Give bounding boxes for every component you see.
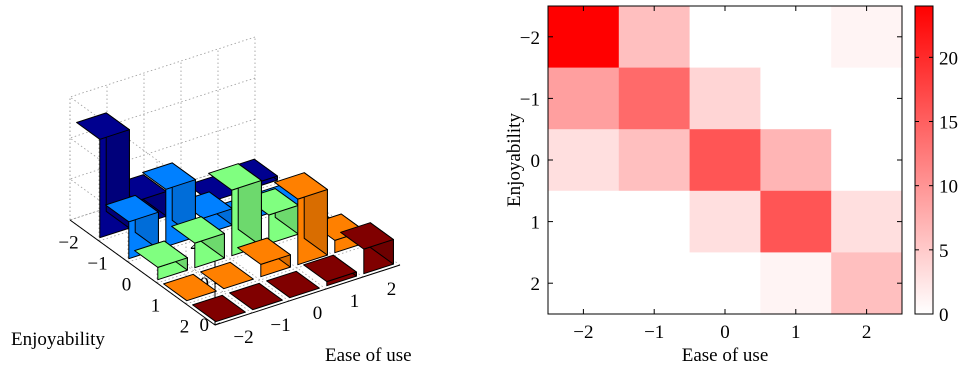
bar bbox=[76, 112, 130, 239]
heatmap-cell bbox=[689, 129, 761, 192]
bar bbox=[229, 282, 283, 311]
y-tick-label: −1 bbox=[520, 89, 540, 110]
heatmap-cell bbox=[760, 6, 832, 69]
heatmap-cell bbox=[618, 129, 691, 192]
heatmap-cell bbox=[548, 6, 620, 69]
bar-face-top bbox=[266, 270, 320, 299]
wall-gridline bbox=[69, 118, 256, 285]
heatmap-cell bbox=[618, 252, 691, 315]
x-tick-label: −1 bbox=[270, 315, 290, 336]
bar bbox=[200, 261, 254, 290]
y-tick-label: 0 bbox=[531, 151, 541, 172]
heatmap-cell bbox=[548, 190, 620, 253]
x-tick-label: 1 bbox=[350, 291, 360, 312]
colorbar-tick-label: 20 bbox=[939, 48, 958, 69]
bar bbox=[163, 273, 217, 302]
x-tick-label: 2 bbox=[862, 322, 872, 343]
bar bbox=[134, 240, 188, 281]
x-axis-label: Ease of use bbox=[682, 345, 769, 366]
bar-face-top bbox=[340, 222, 394, 250]
bar bbox=[208, 163, 262, 257]
bar-face-top bbox=[142, 162, 196, 190]
bar bbox=[274, 172, 328, 266]
heatmap-chart: −2 −1 0 1 2 −2 −1 0 1 2 Ease of use Enjoyability 0 5 1… bbox=[504, 5, 958, 366]
y-tick-label: 1 bbox=[531, 213, 541, 234]
z-tick-label: 0 bbox=[200, 315, 210, 336]
colorbar-tick-label: 5 bbox=[939, 241, 949, 262]
bar-face-top bbox=[237, 237, 291, 265]
bar-face-top bbox=[134, 240, 188, 268]
x-tick-label: 1 bbox=[791, 322, 801, 343]
bar-face-top bbox=[274, 172, 328, 200]
colorbar-tick-label: 10 bbox=[939, 177, 958, 198]
heatmap-cell bbox=[618, 6, 691, 69]
y-axis-label: Enjoyability bbox=[11, 329, 105, 350]
heatmap-cell bbox=[548, 67, 620, 130]
x-tick-label: 0 bbox=[720, 322, 730, 343]
heatmap-cell bbox=[760, 190, 832, 253]
bar-face-top bbox=[171, 216, 225, 244]
bar-face-top bbox=[200, 261, 254, 290]
heatmap-cell bbox=[831, 252, 903, 315]
bar bbox=[303, 254, 357, 287]
heatmap-cell bbox=[831, 190, 903, 253]
y-tick-label: −2 bbox=[520, 28, 540, 49]
colorbar-tick-label: 0 bbox=[939, 305, 949, 326]
floor-gridline bbox=[185, 243, 372, 305]
heatmap-cell bbox=[760, 129, 832, 192]
bar-face-top bbox=[303, 254, 357, 283]
floor-gridline bbox=[254, 159, 401, 266]
heatmap-cell bbox=[831, 129, 903, 192]
heatmap-cell bbox=[689, 190, 761, 253]
y-tick-label: 2 bbox=[180, 317, 190, 338]
bar-face-top bbox=[105, 194, 159, 223]
x-tick-label: 0 bbox=[313, 303, 323, 324]
heatmap-cell bbox=[760, 252, 832, 315]
z-tick bbox=[214, 322, 221, 326]
x-axis-label: Ease of use bbox=[325, 345, 412, 366]
bar bbox=[192, 294, 246, 323]
wall-gridline bbox=[69, 77, 256, 244]
colorbar bbox=[914, 5, 934, 315]
bar bbox=[237, 237, 291, 278]
heatmap-cell bbox=[689, 6, 761, 69]
heatmap-cell bbox=[689, 67, 761, 130]
heatmap-cell bbox=[618, 190, 691, 253]
y-axis-label: Enjoyability bbox=[504, 113, 525, 207]
bar-face-top bbox=[192, 294, 246, 323]
y-axis bbox=[69, 219, 216, 326]
bar bbox=[266, 270, 320, 299]
heatmap-cell bbox=[618, 67, 691, 130]
x-tick-label: 2 bbox=[387, 279, 397, 300]
heatmap-cell bbox=[548, 252, 620, 315]
heatmap-cell bbox=[689, 252, 761, 315]
bar-face-top bbox=[163, 273, 217, 302]
heatmap-cell bbox=[831, 6, 903, 69]
colorbar-tick-label: 15 bbox=[939, 113, 958, 134]
y-tick-label: 2 bbox=[531, 274, 541, 295]
bar-face-top bbox=[229, 282, 283, 311]
wall-gridline bbox=[69, 36, 256, 203]
bar bbox=[340, 222, 394, 275]
y-tick-label: 0 bbox=[122, 275, 132, 296]
y-tick-label: 1 bbox=[151, 296, 161, 317]
x-tick-label: −1 bbox=[644, 322, 664, 343]
bar-face-top bbox=[208, 163, 262, 191]
x-axis bbox=[214, 264, 401, 326]
x-tick-label: −2 bbox=[573, 322, 593, 343]
heatmap-cell bbox=[548, 129, 620, 192]
y-tick-label: −1 bbox=[87, 254, 107, 275]
y-tick-label: −2 bbox=[58, 233, 78, 254]
heatmap-cell bbox=[831, 67, 903, 130]
heatmap-cell bbox=[760, 67, 832, 130]
x-tick-label: −2 bbox=[233, 327, 253, 348]
bar-face-top bbox=[76, 112, 130, 140]
bar bbox=[171, 216, 225, 269]
